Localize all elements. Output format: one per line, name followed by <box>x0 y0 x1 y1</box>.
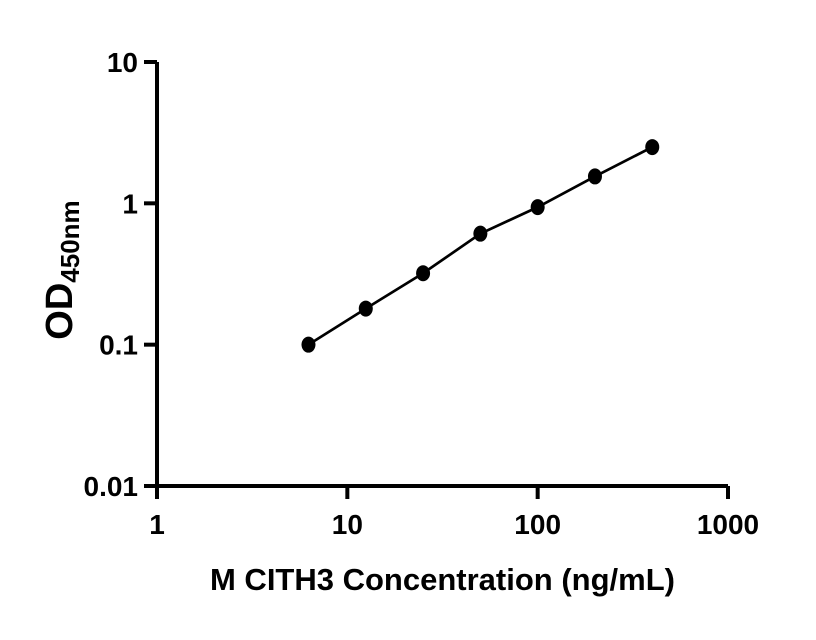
data-point <box>301 336 316 353</box>
x-tick-label: 1 <box>149 509 165 540</box>
x-tick-label: 10 <box>332 509 363 540</box>
data-point <box>587 168 602 185</box>
data-point <box>358 300 373 317</box>
data-point <box>473 225 488 242</box>
y-tick-label: 1 <box>122 188 138 219</box>
y-tick-label: 0.01 <box>84 471 139 502</box>
y-tick-label: 0.1 <box>99 330 138 361</box>
y-axis-title-subscript: 450nm <box>55 200 85 283</box>
data-point <box>645 139 660 156</box>
y-axis-title-main: OD <box>39 282 81 340</box>
x-tick-label: 100 <box>514 509 561 540</box>
data-point <box>530 199 545 216</box>
x-tick-label: 1000 <box>697 509 759 540</box>
data-point <box>416 265 431 282</box>
axis-frame <box>155 62 728 488</box>
y-tick-label: 10 <box>107 47 138 78</box>
y-axis-title: OD450nm <box>38 182 85 358</box>
x-axis-title: M CITH3 Concentration (ng/mL) <box>210 562 675 597</box>
